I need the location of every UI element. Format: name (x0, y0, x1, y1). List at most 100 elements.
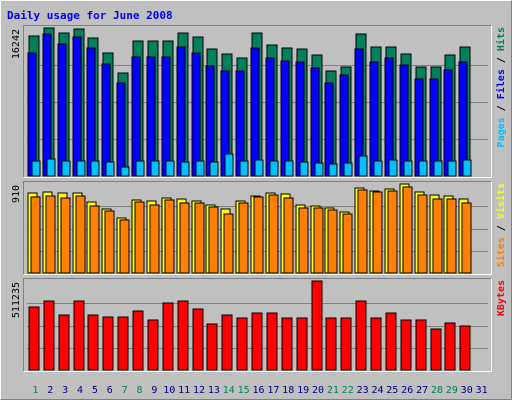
legend-entry: / (496, 219, 507, 237)
day-label-2: 2 (47, 385, 53, 396)
kbytes-bar-day-8 (132, 310, 144, 371)
sites-bar-day-13 (208, 206, 219, 274)
pages-bar-day-25 (388, 159, 398, 177)
kbytes-bar-day-18 (281, 317, 293, 371)
files-bar-day-2 (42, 33, 52, 177)
kbytes-bar-day-27 (415, 319, 427, 371)
pages-bar-day-18 (284, 160, 294, 177)
kbytes-bar-day-20 (311, 280, 323, 371)
kbytes-bar-day-17 (266, 312, 278, 371)
day-label-27: 27 (416, 385, 428, 396)
day-label-8: 8 (136, 385, 142, 396)
pages-bar-day-3 (61, 160, 71, 177)
panel-kbytes: 511235 KBytes (11, 278, 507, 372)
kbytes-bar-day-9 (147, 319, 159, 371)
pages-bar-day-23 (358, 155, 368, 177)
pages-bar-day-12 (195, 160, 205, 177)
pages-bar-day-22 (343, 162, 353, 177)
files-bar-day-11 (176, 46, 186, 177)
day-label-11: 11 (178, 385, 190, 396)
sites-bar-day-5 (89, 205, 100, 274)
legend-entry: Visits (495, 183, 507, 219)
sites-bar-day-8 (134, 201, 145, 274)
files-bar-day-7 (116, 82, 126, 177)
day-label-25: 25 (386, 385, 398, 396)
pages-bar-day-8 (135, 160, 145, 177)
kbytes-bar-day-4 (73, 300, 85, 371)
pages-bar-day-26 (403, 160, 413, 177)
day-label-26: 26 (401, 385, 413, 396)
pages-bar-day-27 (418, 160, 428, 177)
kbytes-bar-day-29 (444, 322, 456, 371)
sites-bar-day-14 (223, 213, 234, 274)
pages-bar-day-4 (76, 160, 86, 177)
pages-bar-day-20 (314, 162, 324, 177)
files-bar-day-8 (131, 56, 141, 177)
sites-bar-day-10 (164, 199, 175, 274)
day-label-13: 13 (208, 385, 220, 396)
files-bar-day-22 (339, 74, 349, 177)
sites-bar-day-20 (313, 207, 324, 274)
chart-title: Daily usage for June 2008 (7, 9, 173, 22)
sites-bar-day-19 (298, 207, 309, 274)
sites-bar-day-16 (253, 196, 264, 274)
kbytes-bar-day-16 (251, 312, 263, 371)
day-label-23: 23 (357, 385, 369, 396)
kbytes-bar-day-30 (459, 325, 471, 371)
day-label-19: 19 (297, 385, 309, 396)
legend-entry: KBytes (496, 280, 507, 316)
day-label-31: 31 (476, 385, 488, 396)
day-label-22: 22 (342, 385, 354, 396)
pages-bar-day-17 (269, 160, 279, 177)
legend-entry: Files (495, 69, 507, 99)
pages-bar-day-5 (90, 160, 100, 177)
pages-bar-day-10 (165, 160, 175, 177)
files-bar-day-12 (191, 52, 201, 177)
day-label-1: 1 (32, 385, 38, 396)
legend-entry: Pages (496, 117, 507, 147)
kbytes-bar-day-1 (28, 306, 40, 371)
files-bar-day-4 (72, 36, 82, 177)
day-label-9: 9 (151, 385, 157, 396)
day-label-28: 28 (431, 385, 443, 396)
kbytes-bar-day-15 (236, 317, 248, 371)
y-max-label-hits-files-pages: 16242 (11, 29, 22, 59)
sites-bar-day-12 (194, 202, 205, 274)
panel-hits-files-pages: 16242 Pages / Files / Hits (11, 25, 507, 178)
sites-bar-day-3 (60, 197, 71, 274)
sites-bar-day-27 (417, 194, 428, 274)
pages-bar-day-6 (105, 161, 115, 177)
kbytes-bar-day-22 (340, 317, 352, 371)
sites-bar-day-4 (75, 195, 86, 274)
y-max-label-visits-sites: 910 (11, 185, 22, 203)
files-bar-day-16 (250, 47, 260, 177)
kbytes-bar-day-5 (87, 314, 99, 371)
pages-bar-day-28 (433, 160, 443, 177)
files-bar-day-15 (235, 70, 245, 177)
sites-bar-day-1 (30, 196, 41, 274)
kbytes-bar-day-23 (355, 300, 367, 371)
pages-bar-day-19 (299, 161, 309, 177)
pages-bar-day-16 (254, 159, 264, 177)
day-label-24: 24 (371, 385, 383, 396)
day-label-18: 18 (282, 385, 294, 396)
day-label-3: 3 (62, 385, 68, 396)
kbytes-bar-day-7 (117, 316, 129, 371)
files-bar-day-18 (280, 60, 290, 177)
files-bar-day-9 (146, 56, 156, 177)
pages-bar-day-13 (209, 161, 219, 177)
files-bar-day-13 (205, 65, 215, 177)
kbytes-bar-day-19 (296, 317, 308, 371)
sites-bar-day-7 (119, 219, 130, 274)
y-max-label-kbytes: 511235 (11, 282, 22, 318)
files-bar-day-30 (458, 61, 468, 177)
pages-bar-day-11 (180, 161, 190, 177)
pages-bar-day-1 (31, 160, 41, 177)
day-label-12: 12 (193, 385, 205, 396)
day-label-10: 10 (163, 385, 175, 396)
chart-panels: 16242 Pages / Files / Hits 910 Sites / Visi… (11, 25, 507, 372)
sites-bar-day-26 (402, 186, 413, 274)
day-label-15: 15 (238, 385, 250, 396)
pages-bar-day-29 (447, 160, 457, 177)
